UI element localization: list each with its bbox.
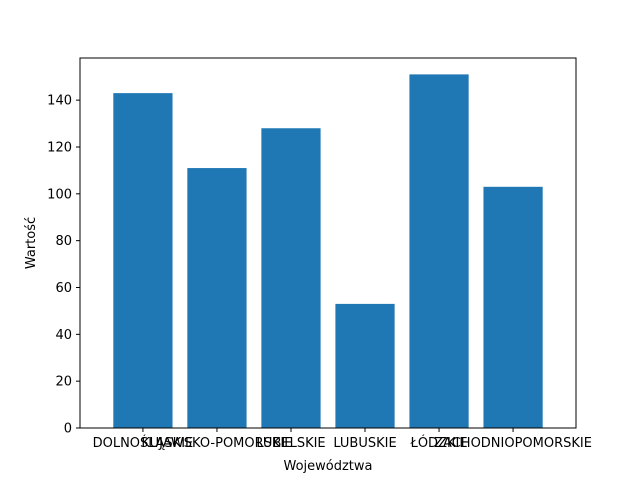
x-tick-label: LUBUSKIE (333, 436, 396, 451)
y-axis-label: Wartość (24, 217, 39, 269)
y-tick-label: 0 (64, 422, 72, 437)
y-tick-label: 20 (55, 375, 72, 390)
bar (409, 74, 469, 428)
y-tick-label: 40 (55, 328, 72, 343)
y-tick-label: 60 (55, 281, 72, 296)
bar (187, 168, 247, 428)
y-tick-label: 80 (55, 234, 72, 249)
y-tick-label: 140 (47, 94, 72, 109)
x-tick-label: ZACHODNIOPOMORSKIE (434, 436, 592, 451)
plot-frame (79, 57, 577, 429)
x-tick-label: DOLNOŚLĄSKIE (93, 435, 194, 451)
bar (335, 303, 395, 428)
y-tick-label: 120 (47, 140, 72, 155)
bars-group (113, 74, 543, 428)
x-axis-label: Województwa (283, 459, 372, 474)
x-tick-label: LUBELSKIE (256, 436, 325, 451)
bar (483, 186, 543, 428)
bar (113, 93, 173, 428)
y-tick-label: 100 (47, 187, 72, 202)
x-tick-label: ŁÓDZKIE (410, 435, 468, 451)
y-axis: 0 20 40 60 80 100 120 140 (47, 94, 80, 437)
bar (261, 128, 321, 428)
x-tick-label: KUJAWSKO-POMORSKIE (141, 436, 292, 451)
